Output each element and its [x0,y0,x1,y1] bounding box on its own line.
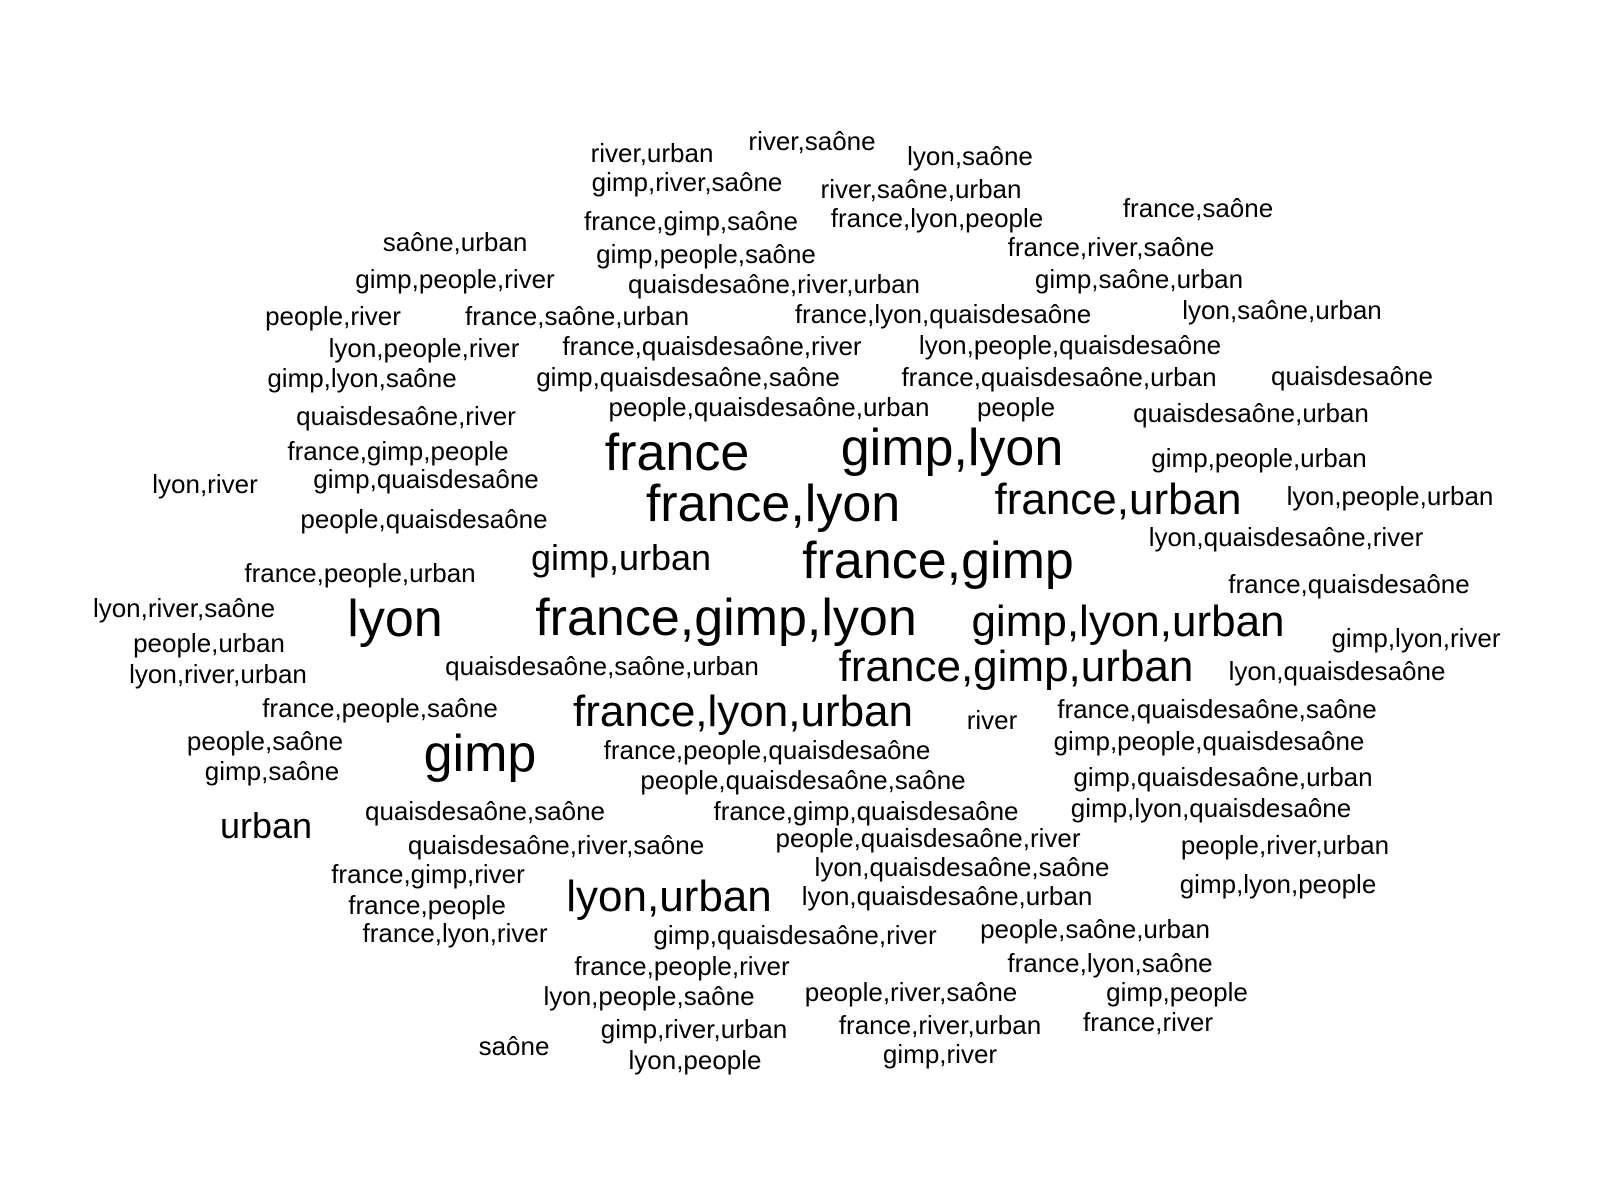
cloud-word: gimp,saône [204,756,340,786]
cloud-word: quaisdesaône,river [296,401,516,431]
cloud-word: saône [478,1031,550,1061]
cloud-word: lyon,quaisdesaône [1228,656,1446,686]
cloud-word: france,gimp,river [331,859,525,889]
cloud-word: gimp,lyon,people [1179,869,1377,899]
cloud-word: france,lyon,urban [573,687,913,736]
cloud-word: france,lyon [645,475,901,533]
cloud-word: gimp,people [1106,977,1248,1007]
cloud-word: france,quaisdesaône,saône [1057,694,1377,724]
cloud-word: people,river,urban [1180,830,1390,860]
cloud-word: quaisdesaône [1271,361,1433,391]
cloud-word: lyon,quaisdesaône,urban [801,881,1093,911]
cloud-word: lyon [347,590,443,648]
cloud-word: france,lyon,river [362,918,548,948]
cloud-word: gimp,quaisdesaône [313,464,539,494]
cloud-word: gimp,river,urban [600,1014,788,1044]
cloud-word: gimp,quaisdesaône,saône [536,362,840,392]
cloud-word: france,gimp,quaisdesaône [713,796,1019,826]
cloud-word: lyon,saône [907,141,1033,171]
cloud-word: lyon,quaisdesaône,river [1148,522,1424,552]
cloud-word: people,river,saône [804,977,1018,1007]
cloud-word: france,lyon,quaisdesaône [794,299,1092,329]
cloud-word: france,urban [994,475,1242,524]
cloud-word: lyon,river [152,469,258,499]
cloud-word: gimp,urban [530,537,712,578]
cloud-word: lyon,river,urban [129,659,307,689]
cloud-word: gimp,people,river [355,264,555,294]
cloud-word: gimp,river,saône [591,167,783,197]
cloud-word: france,lyon,people [830,203,1044,233]
cloud-word: france,gimp,urban [838,642,1194,691]
cloud-word: lyon,people,river [328,333,520,363]
cloud-word: france,people,quaisdesaône [603,735,931,765]
cloud-word: france,river,saône [1007,232,1215,262]
cloud-word: lyon,people,urban [1286,481,1494,511]
cloud-word: gimp,quaisdesaône,urban [1073,762,1373,792]
cloud-word: quaisdesaône,saône,urban [445,651,759,681]
cloud-word: france,gimp [802,532,1074,590]
cloud-word: gimp,people,urban [1151,443,1367,473]
cloud-word: quaisdesaône,saône [365,796,605,826]
cloud-word: quaisdesaône,urban [1133,398,1369,428]
cloud-word: river,urban [590,138,714,168]
cloud-word: france,river,urban [838,1010,1042,1040]
cloud-word: gimp [423,725,537,783]
cloud-word: gimp,people,quaisdesaône [1053,726,1365,756]
cloud-word: people,quaisdesaône,saône [640,765,966,795]
cloud-word: france,people,saône [262,693,498,723]
cloud-word: gimp,lyon,urban [971,597,1285,646]
cloud-word: france [604,424,750,482]
cloud-word: lyon,quaisdesaône,saône [814,852,1110,882]
cloud-word: quaisdesaône,river,urban [628,269,920,299]
cloud-word: saône,urban [382,227,528,257]
cloud-word: france,gimp,people [287,436,509,466]
cloud-word: france,quaisdesaône,urban [901,362,1217,392]
cloud-word: lyon,people [628,1045,762,1075]
cloud-word: france,gimp,lyon [535,589,917,647]
cloud-word: urban [219,805,313,846]
cloud-word: river [966,705,1018,735]
cloud-word: france,people,river [574,951,790,981]
cloud-word: lyon,people,saône [543,981,755,1011]
cloud-word: lyon,urban [566,872,772,921]
cloud-word: people,quaisdesaône,urban [608,392,930,422]
cloud-word: people,urban [133,628,285,658]
cloud-word: lyon,people,quaisdesaône [918,330,1222,360]
cloud-word: gimp,lyon,river [1331,623,1501,653]
cloud-word: gimp,people,saône [596,239,816,269]
cloud-word: people,quaisdesaône [300,504,548,534]
cloud-word: france,gimp,saône [584,206,798,236]
cloud-word: people,saône,urban [980,914,1210,944]
cloud-word: quaisdesaône,river,saône [407,830,705,860]
cloud-word: river,saône,urban [820,174,1022,204]
cloud-word: france,people [348,890,506,920]
cloud-word: people [976,392,1056,422]
cloud-word: gimp,quaisdesaône,river [653,920,937,950]
cloud-word: people,quaisdesaône,river [775,823,1081,853]
cloud-word: people,saône [186,726,344,756]
cloud-word: lyon,saône,urban [1182,295,1382,325]
cloud-word: france,lyon,saône [1007,948,1213,978]
cloud-word: gimp,lyon [840,419,1064,477]
cloud-word: gimp,lyon,saône [267,363,457,393]
cloud-word: gimp,saône,urban [1034,264,1244,294]
cloud-word: france,people,urban [244,558,476,588]
cloud-word: france,saône,urban [464,301,690,331]
cloud-word: france,quaisdesaône,river [562,331,862,361]
cloud-word: france,saône [1122,193,1274,223]
cloud-word: lyon,river,saône [92,593,276,623]
cloud-word: france,river [1082,1007,1214,1037]
cloud-word: people,river [265,301,401,331]
cloud-word: gimp,river [882,1039,998,1069]
cloud-word: river,saône [748,126,876,156]
cloud-word: france,quaisdesaône [1228,569,1470,599]
cloud-word: gimp,lyon,quaisdesaône [1070,793,1352,823]
